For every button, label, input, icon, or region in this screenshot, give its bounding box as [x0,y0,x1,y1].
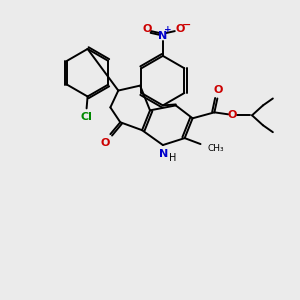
Text: O: O [214,85,223,94]
Text: N: N [158,31,167,41]
Text: O: O [142,24,152,34]
Text: CH₃: CH₃ [208,143,224,152]
Text: O: O [175,24,184,34]
Text: H: H [169,153,176,163]
Text: Cl: Cl [81,112,92,122]
Text: +: + [164,25,172,34]
Text: O: O [227,110,237,120]
Text: N: N [159,149,169,159]
Text: O: O [101,138,110,148]
Text: −: − [182,20,191,30]
